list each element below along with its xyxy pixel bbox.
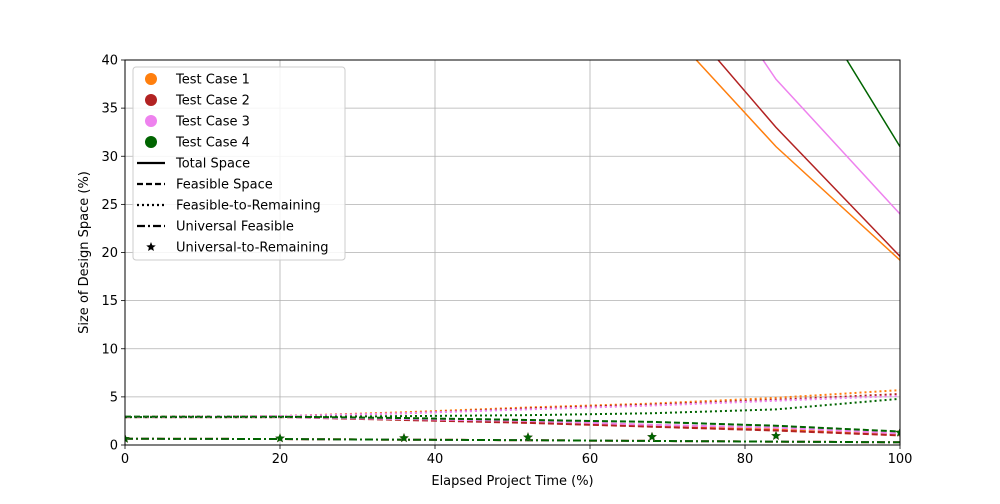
test-case-4-universal-to-remaining-marker xyxy=(125,433,130,443)
legend-item-test-case-4-swatch xyxy=(145,136,157,148)
legend-item-universal-feasible-label: Universal Feasible xyxy=(176,220,294,235)
legend-item-test-case-4: Test Case 4 xyxy=(145,136,250,151)
test-case-4-universal-to-remaining-marker xyxy=(647,431,657,441)
y-tick-label: 25 xyxy=(101,198,118,213)
y-tick-label: 35 xyxy=(101,102,118,117)
test-case-4-universal-feasible-line xyxy=(125,437,900,444)
legend-item-universal-to-remaining-label: Universal-to-Remaining xyxy=(176,241,328,256)
y-tick-label: 15 xyxy=(101,294,118,309)
test-case-2-feasible-to-remaining-line xyxy=(125,392,900,419)
legend-item-feasible-space-label: Feasible Space xyxy=(176,178,273,193)
legend-item-test-case-1-swatch xyxy=(145,73,157,85)
x-tick-label: 20 xyxy=(272,452,289,467)
test-case-3-feasible-to-remaining-line xyxy=(125,394,900,419)
test-case-2-total-space-line xyxy=(717,60,900,257)
y-tick-label: 0 xyxy=(110,439,118,454)
x-axis-label: Elapsed Project Time (%) xyxy=(431,474,593,489)
legend-item-test-case-2: Test Case 2 xyxy=(145,94,250,109)
test-case-1-feasible-to-remaining-line xyxy=(125,389,900,419)
y-tick-label: 10 xyxy=(101,342,118,357)
x-tick-label: 80 xyxy=(737,452,754,467)
legend-item-feasible-space: Feasible Space xyxy=(137,178,273,193)
legend-item-feasible-to-remaining-label: Feasible-to-Remaining xyxy=(176,199,321,214)
x-tick-label: 60 xyxy=(582,452,599,467)
test-case-4-universal-to-remaining-marker xyxy=(399,433,409,443)
legend-item-test-case-2-label: Test Case 2 xyxy=(175,94,250,109)
legend-item-test-case-4-label: Test Case 4 xyxy=(175,136,250,151)
test-case-4-universal-to-remaining-marker xyxy=(771,430,781,440)
y-tick-label: 30 xyxy=(101,150,118,165)
series-layer xyxy=(125,60,900,444)
y-tick-label: 40 xyxy=(101,54,118,69)
y-axis-label: Size of Design Space (%) xyxy=(77,171,92,334)
legend-item-test-case-2-swatch xyxy=(145,94,157,106)
test-case-1-total-space-line xyxy=(695,60,900,261)
x-tick-label: 0 xyxy=(121,452,129,467)
test-case-4-universal-to-remaining-marker xyxy=(523,432,533,442)
test-case-3-total-space-line xyxy=(762,60,900,215)
axes-layer: 0 20 40 60 80 100 0 5 10 15 20 25 30 35 40 xyxy=(101,54,912,468)
legend-box xyxy=(132,66,346,261)
test-case-4-feasible-to-remaining-line xyxy=(125,397,900,419)
legend: Test Case 1 Test Case 2 Test Case 3 Test Ca… xyxy=(132,66,346,261)
legend-item-universal-to-remaining: Universal-to-Remaining xyxy=(146,241,328,256)
y-tick-label: 5 xyxy=(110,390,118,405)
test-case-4-universal-to-remaining-marker xyxy=(895,427,900,437)
legend-item-test-case-3: Test Case 3 xyxy=(145,115,250,130)
legend-item-total-space: Total Space xyxy=(137,157,250,172)
legend-item-universal-feasible: Universal Feasible xyxy=(137,220,294,235)
y-tick-label: 20 xyxy=(101,246,118,261)
legend-item-feasible-to-remaining: Feasible-to-Remaining xyxy=(137,199,321,214)
x-tick-label: 40 xyxy=(427,452,444,467)
legend-item-test-case-3-swatch xyxy=(145,115,157,127)
legend-item-total-space-label: Total Space xyxy=(175,157,250,172)
legend-item-test-case-1: Test Case 1 xyxy=(145,73,250,88)
test-case-4-universal-to-remaining-marker xyxy=(275,433,285,443)
legend-item-universal-to-remaining-swatch xyxy=(146,242,156,252)
legend-item-test-case-3-label: Test Case 3 xyxy=(175,115,250,130)
x-tick-label: 100 xyxy=(888,452,913,467)
legend-item-test-case-1-label: Test Case 1 xyxy=(175,73,250,88)
